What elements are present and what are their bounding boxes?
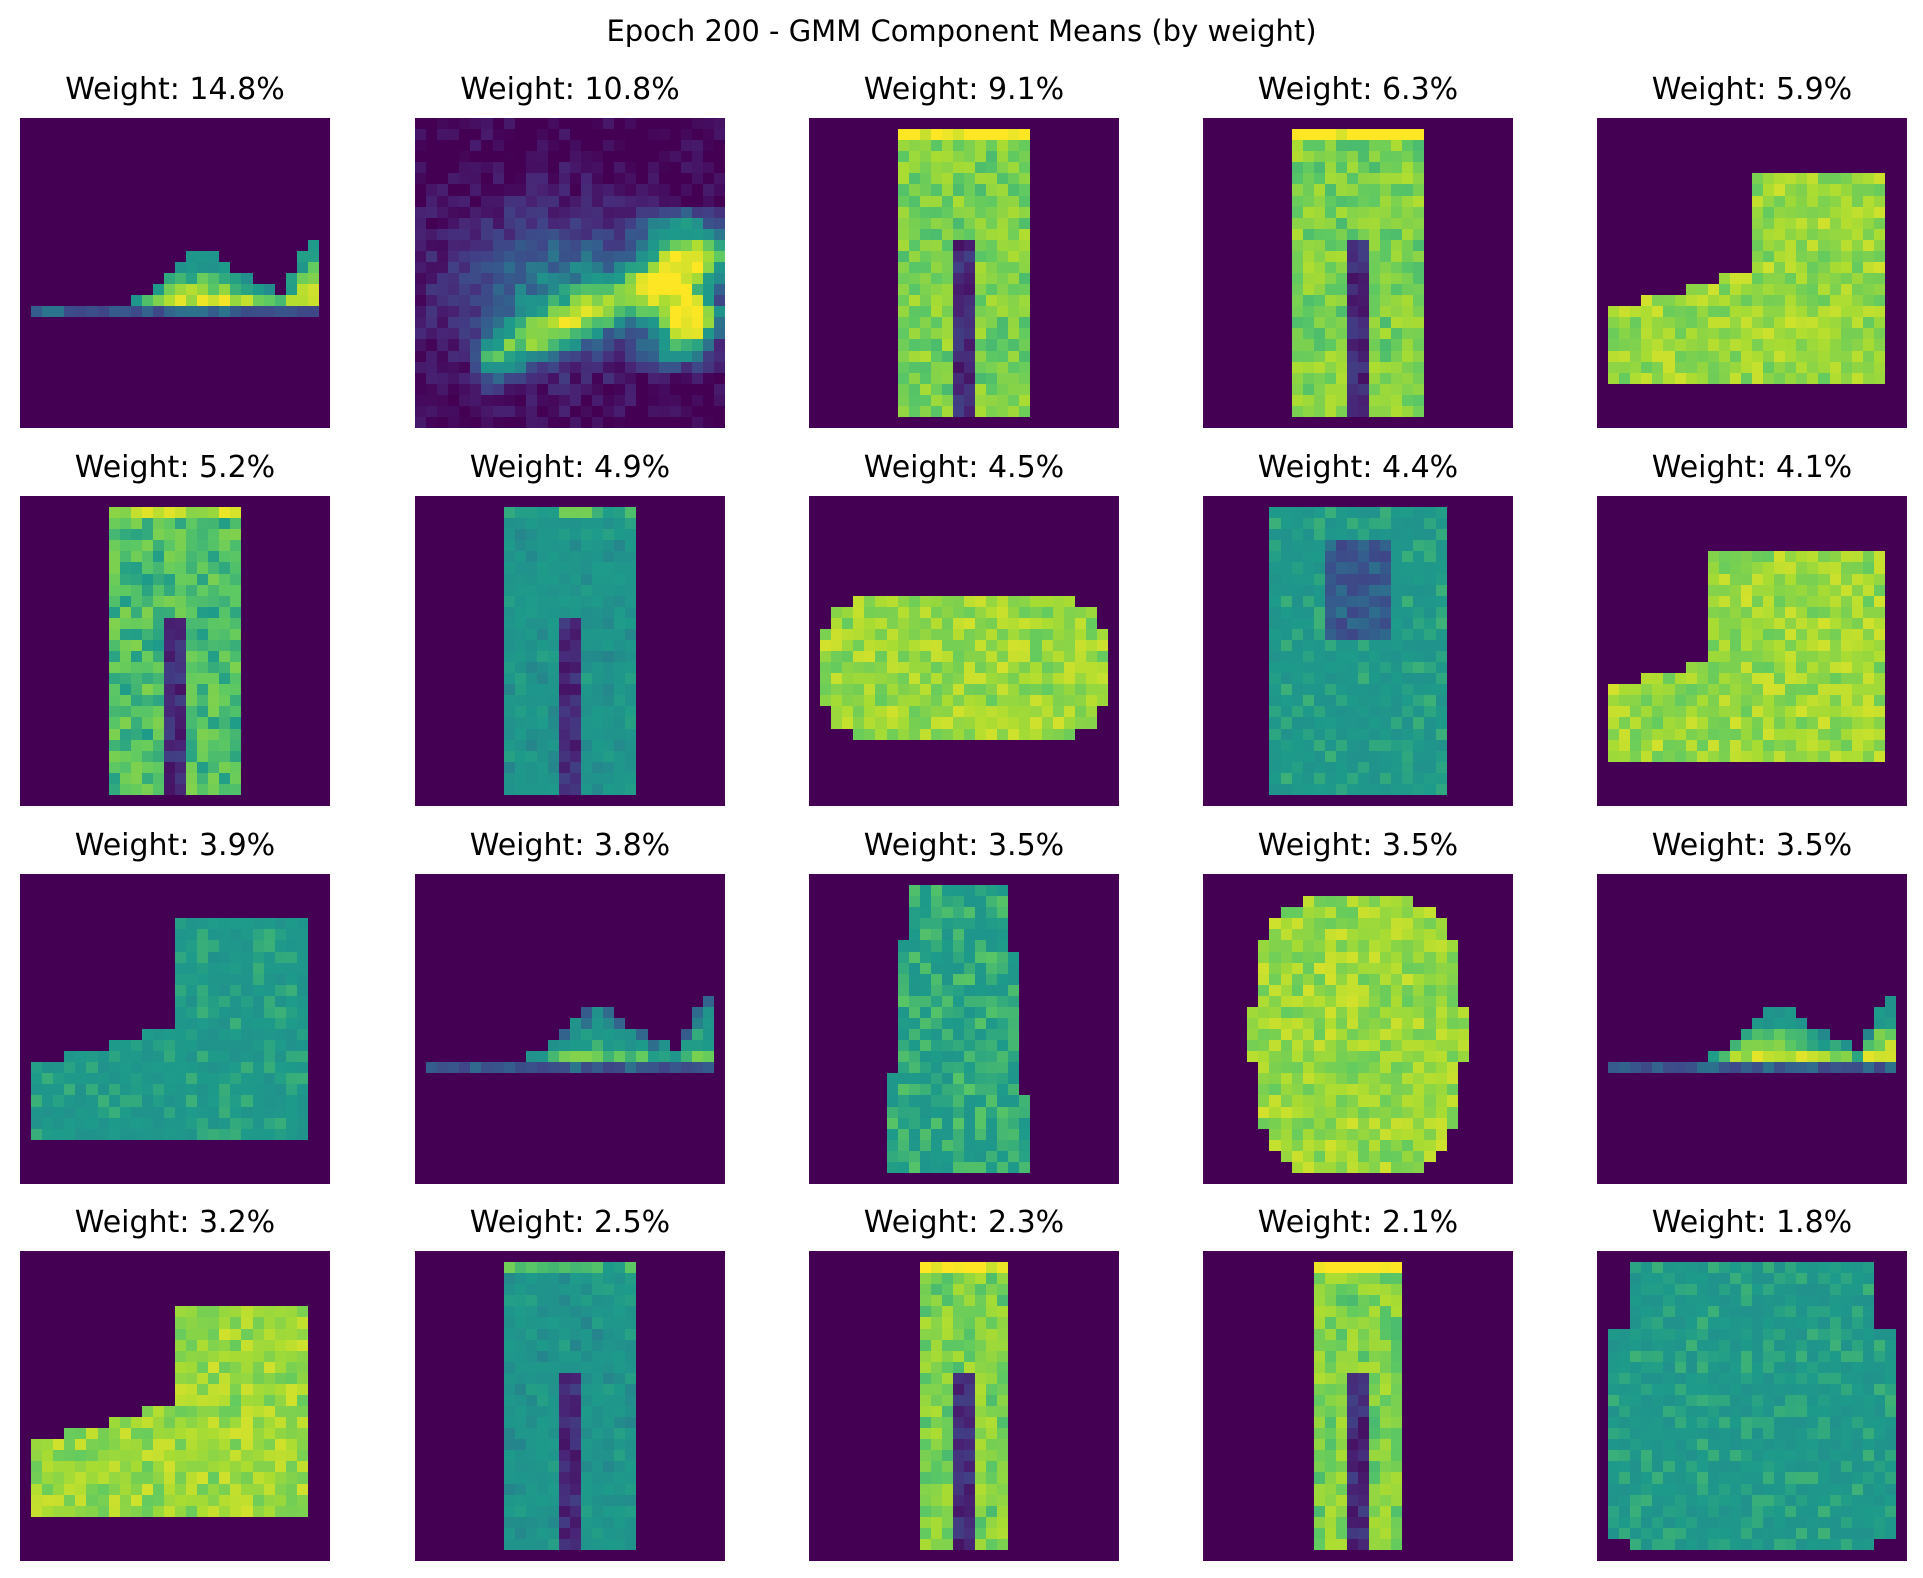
panel-title: Weight: 4.9% xyxy=(469,450,671,485)
component-mean-image xyxy=(1597,118,1907,428)
panel-title: Weight: 10.8% xyxy=(460,72,680,107)
panel-title: Weight: 1.8% xyxy=(1651,1205,1853,1240)
panel-title: Weight: 5.9% xyxy=(1651,72,1853,107)
panel-title: Weight: 2.1% xyxy=(1257,1205,1459,1240)
panel-title: Weight: 2.5% xyxy=(469,1205,671,1240)
component-mean-image xyxy=(1597,1251,1907,1561)
component-mean-image xyxy=(809,1251,1119,1561)
component-mean-image xyxy=(1203,496,1513,806)
panel-title: Weight: 3.8% xyxy=(469,828,671,863)
panel-title: Weight: 2.3% xyxy=(863,1205,1065,1240)
component-mean-image xyxy=(1597,496,1907,806)
panel-title: Weight: 5.2% xyxy=(74,450,276,485)
panel-title: Weight: 3.9% xyxy=(74,828,276,863)
component-mean-image xyxy=(415,496,725,806)
component-mean-image xyxy=(1203,874,1513,1184)
component-mean-image xyxy=(809,118,1119,428)
panel-title: Weight: 3.5% xyxy=(863,828,1065,863)
component-mean-image xyxy=(20,874,330,1184)
panel-title: Weight: 3.5% xyxy=(1257,828,1459,863)
panel-title: Weight: 4.4% xyxy=(1257,450,1459,485)
component-mean-image xyxy=(809,874,1119,1184)
component-mean-image xyxy=(809,496,1119,806)
component-mean-image xyxy=(20,496,330,806)
figure-title: Epoch 200 - GMM Component Means (by weig… xyxy=(606,14,1317,48)
component-mean-image xyxy=(1203,118,1513,428)
component-mean-image xyxy=(415,118,725,428)
panel-title: Weight: 3.5% xyxy=(1651,828,1853,863)
panel-title: Weight: 3.2% xyxy=(74,1205,276,1240)
component-mean-image xyxy=(415,1251,725,1561)
panel-title: Weight: 14.8% xyxy=(65,72,285,107)
component-mean-image xyxy=(20,1251,330,1561)
component-mean-image xyxy=(415,874,725,1184)
component-mean-image xyxy=(20,118,330,428)
panel-title: Weight: 6.3% xyxy=(1257,72,1459,107)
panel-title: Weight: 4.1% xyxy=(1651,450,1853,485)
component-mean-image xyxy=(1597,874,1907,1184)
component-mean-image xyxy=(1203,1251,1513,1561)
panel-title: Weight: 9.1% xyxy=(863,72,1065,107)
panel-title: Weight: 4.5% xyxy=(863,450,1065,485)
